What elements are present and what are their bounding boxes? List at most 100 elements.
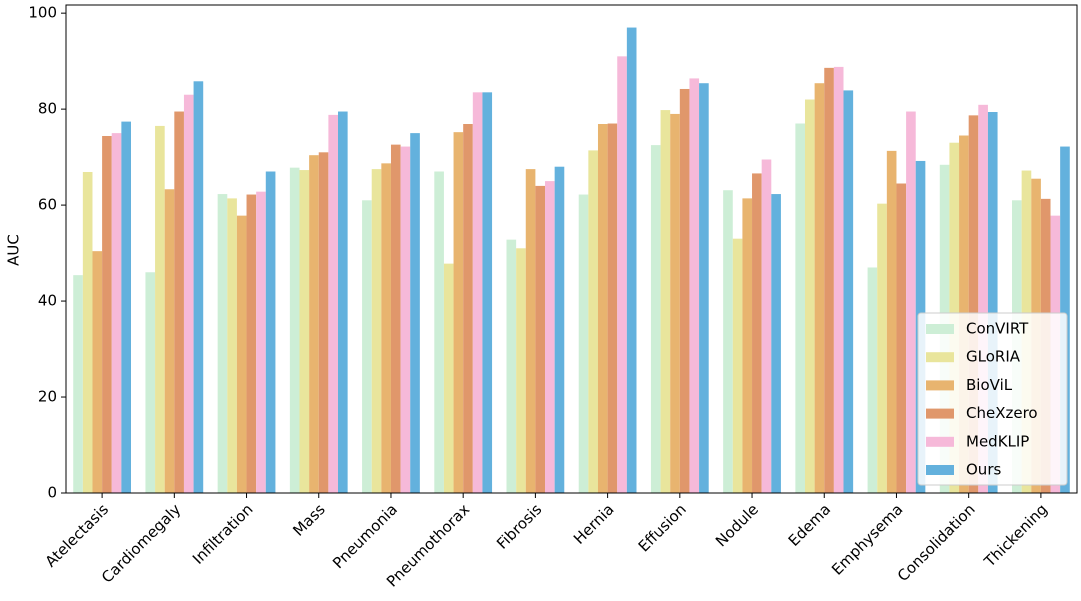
x-tick-label: Thickening xyxy=(980,500,1051,571)
x-tick-label: Effusion xyxy=(635,500,690,555)
legend-box xyxy=(917,312,1068,486)
bar xyxy=(978,104,988,493)
bar xyxy=(482,92,493,494)
bar xyxy=(699,83,709,493)
legend-swatch xyxy=(926,380,954,391)
x-tick-label: Pneumonia xyxy=(329,500,401,572)
y-tick-label: 40 xyxy=(38,292,57,310)
legend-swatch xyxy=(926,465,954,475)
bar xyxy=(771,194,781,493)
legend-label: Ours xyxy=(966,461,1001,479)
x-tick-label: Infiltration xyxy=(189,500,257,568)
bar xyxy=(761,159,772,493)
bar xyxy=(371,169,382,493)
bar xyxy=(289,167,300,493)
bar xyxy=(650,145,661,493)
plot-frame xyxy=(65,4,1078,494)
bar xyxy=(877,203,887,494)
bar xyxy=(145,272,156,493)
bar xyxy=(896,183,907,494)
bar xyxy=(256,191,266,493)
legend-label: MedKLIP xyxy=(966,432,1029,450)
legend: ConVIRT GLoRIA BioViL CheXzero MedKLIP Ours xyxy=(917,312,1068,486)
legend-swatch xyxy=(926,324,954,334)
bar xyxy=(824,67,834,494)
y-tick-label: 100 xyxy=(28,4,57,22)
bar xyxy=(886,150,897,493)
bar xyxy=(164,189,175,493)
x-tick-label: Nodule xyxy=(712,500,762,550)
bar xyxy=(689,78,700,494)
bar xyxy=(236,215,247,493)
bar xyxy=(545,181,555,493)
legend-label: CheXzero xyxy=(966,404,1038,422)
bar xyxy=(443,263,454,493)
bar xyxy=(732,238,743,493)
bar xyxy=(588,150,598,493)
bar xyxy=(968,115,979,493)
bar xyxy=(814,83,825,493)
bar xyxy=(987,112,998,493)
y-tick-label: 60 xyxy=(38,196,57,214)
legend-swatch xyxy=(926,352,954,363)
bar xyxy=(102,135,112,493)
legend-swatch xyxy=(926,408,954,419)
bar xyxy=(906,111,916,493)
x-tick-label: Consolidation xyxy=(894,500,979,585)
bar xyxy=(867,267,878,493)
bar xyxy=(227,198,237,494)
bar xyxy=(390,144,401,493)
x-tick-label: Emphysema xyxy=(828,500,906,578)
bar xyxy=(400,146,411,493)
bar xyxy=(607,123,618,493)
bar xyxy=(338,111,348,493)
bar xyxy=(155,125,165,494)
bar xyxy=(535,185,546,493)
bar xyxy=(246,194,257,494)
bar xyxy=(434,171,444,493)
bar xyxy=(73,275,83,493)
bar xyxy=(410,133,420,494)
bar xyxy=(795,123,805,493)
x-tick-label: Mass xyxy=(289,500,329,540)
bar xyxy=(92,251,103,493)
bar xyxy=(111,133,122,494)
bar xyxy=(121,121,131,493)
y-tick-label: 80 xyxy=(38,100,57,118)
x-tick-label: Fibrosis xyxy=(493,500,545,552)
legend-label: BioViL xyxy=(966,376,1013,394)
bar xyxy=(318,152,329,493)
bar xyxy=(183,94,194,493)
bar xyxy=(463,124,473,494)
bar xyxy=(506,239,517,493)
y-tick-label: 20 xyxy=(38,388,57,406)
bar xyxy=(309,155,319,494)
bar xyxy=(723,190,733,493)
bar xyxy=(752,173,762,493)
bar xyxy=(660,110,671,494)
bar xyxy=(597,124,608,494)
x-tick-label: Edema xyxy=(785,500,835,550)
x-tick-label: Atelectasis xyxy=(42,500,113,571)
bar xyxy=(833,66,844,493)
bar xyxy=(525,169,536,493)
x-tick-label: Hernia xyxy=(570,500,618,548)
bar xyxy=(679,88,690,493)
bar xyxy=(578,194,589,494)
bar xyxy=(554,166,565,494)
bar xyxy=(617,56,627,493)
bar xyxy=(328,114,339,493)
bar xyxy=(843,90,854,494)
y-axis-label: AUC xyxy=(5,234,23,266)
bar xyxy=(217,194,228,493)
bar xyxy=(381,163,391,493)
bar xyxy=(453,132,464,493)
bar xyxy=(516,248,526,493)
legend-swatch xyxy=(926,436,954,447)
bar xyxy=(804,99,815,494)
bar xyxy=(265,171,276,493)
bar xyxy=(472,92,483,494)
legend-label: GLoRIA xyxy=(966,348,1021,366)
bar xyxy=(626,27,637,493)
